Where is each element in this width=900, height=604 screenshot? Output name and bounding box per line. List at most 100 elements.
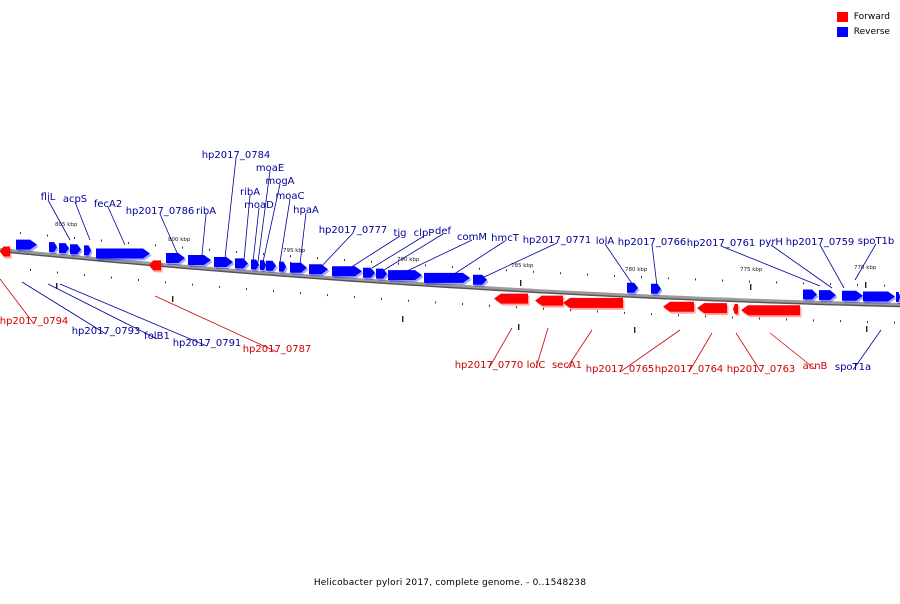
reverse-gene-hp2017-0761-label: hp2017_0761 — [687, 238, 756, 249]
reverse-gene-18 — [376, 269, 389, 281]
tick-dot — [651, 313, 652, 315]
scale-label: 805 kbp — [55, 222, 78, 228]
reverse-gene-17 — [363, 268, 377, 280]
legend-label-forward: Forward — [854, 12, 890, 22]
major-tick — [172, 296, 173, 302]
reverse-gene-21 — [473, 275, 489, 287]
reverse-gene-comm-label: comM — [457, 232, 487, 243]
legend-item-forward: Forward — [837, 9, 890, 24]
reverse-gene-6 — [166, 253, 187, 265]
reverse-gene-moae-label: moaE — [256, 163, 284, 174]
tick-dot — [614, 275, 615, 277]
tick-dot — [192, 284, 193, 286]
tick-dot — [624, 312, 625, 314]
reverse-gene-8 — [214, 257, 235, 269]
reverse-gene-hp2017-0784-label: hp2017_0784 — [202, 150, 271, 161]
tick-dot — [354, 296, 355, 298]
forward-gene-hp2017-0787-label: hp2017_0787 — [243, 344, 312, 355]
forward-gene-acnb-label: acnB — [803, 361, 828, 372]
reverse-gene-hpaa-label: hpaA — [293, 205, 319, 216]
tick-dot — [803, 282, 804, 284]
reverse-gene-flil-label: fliL — [41, 192, 56, 203]
tick-dot — [452, 266, 453, 268]
tick-dot — [74, 237, 75, 239]
reverse-gene-5 — [96, 249, 152, 261]
reverse-gene-hp2017-0771-label: hp2017_0771 — [523, 235, 592, 246]
reverse-gene-hp2017-0786-label: hp2017_0786 — [126, 206, 195, 217]
reverse-gene-hmct-leader — [448, 241, 505, 278]
forward-gene-4 — [563, 298, 625, 310]
reverse-gene-24 — [803, 290, 819, 302]
reverse-gene-comm-leader — [405, 240, 472, 272]
reverse-gene-riba-label: ribA — [240, 187, 260, 198]
reverse-gene-hmct-label: hmcT — [491, 233, 520, 244]
tick-dot — [641, 276, 642, 278]
forward-gene-2 — [494, 294, 530, 306]
tick-dot — [381, 298, 382, 300]
reverse-gene-riba-leader — [202, 214, 206, 255]
reverse-gene-13 — [279, 262, 288, 274]
reverse-gene-27 — [863, 291, 897, 303]
reverse-gene-26 — [842, 291, 865, 303]
reverse-gene-4 — [84, 245, 93, 257]
forward-gene-5 — [663, 302, 696, 314]
tick-dot — [435, 301, 436, 303]
forward-gene-hp2017-0794-label: hp2017_0794 — [0, 316, 68, 327]
reverse-gene-spot1b-leader — [855, 244, 876, 280]
reverse-gene-lola-leader — [605, 244, 635, 288]
reverse-gene-hp2017-0777-label: hp2017_0777 — [319, 225, 388, 236]
reverse-gene-hp2017-0759-label: hp2017_0759 — [786, 237, 855, 248]
tick-dot — [138, 279, 139, 281]
tick-dot — [425, 264, 426, 266]
reverse-gene-acps-label: acpS — [63, 194, 87, 205]
tick-dot — [749, 281, 750, 283]
tick-dot — [884, 285, 885, 287]
legend-item-reverse: Reverse — [837, 24, 890, 39]
tick-dot — [219, 286, 220, 288]
tick-dot — [317, 257, 318, 259]
reverse-gene-1 — [49, 242, 59, 254]
legend-label-reverse: Reverse — [854, 27, 890, 37]
reverse-gene-moad-leader — [253, 208, 259, 262]
reverse-gene-hp2017-0761-leader — [721, 246, 820, 286]
reverse-gene-feca2-label: fecA2 — [94, 199, 122, 210]
reverse-gene-flil-leader — [48, 200, 70, 240]
tick-dot — [722, 280, 723, 282]
tick-dot — [371, 261, 372, 263]
reverse-gene-hp2017-0766-leader — [652, 245, 657, 286]
reverse-gene-14 — [290, 263, 309, 275]
forward-gene-hp2017-0764-label: hp2017_0764 — [655, 364, 724, 375]
reverse-gene-spot1a-label: spoT1a — [835, 362, 871, 373]
reverse-gene-spot1b-label: spoT1b — [858, 236, 895, 247]
tick-dot — [408, 300, 409, 302]
tick-dot — [20, 232, 21, 234]
tick-dot — [570, 309, 571, 311]
tick-dot — [489, 305, 490, 307]
tick-dot — [830, 283, 831, 285]
major-tick — [865, 282, 866, 288]
major-tick — [750, 284, 751, 290]
tick-dot — [300, 292, 301, 294]
tick-dot — [587, 274, 588, 276]
tick-dot — [101, 240, 102, 242]
reverse-gene-lola-label: lolA — [596, 236, 615, 247]
scale-label: 775 kbp — [740, 267, 763, 273]
tick-dot — [47, 235, 48, 237]
genome-title: Helicobacter pylori 2017, complete genom… — [0, 578, 900, 588]
forward-gene-7 — [733, 304, 740, 316]
tick-dot — [128, 242, 129, 244]
reverse-swatch — [837, 27, 848, 37]
tick-dot — [344, 259, 345, 261]
reverse-gene-tig-label: tig — [393, 228, 406, 239]
tick-dot — [786, 318, 787, 320]
scale-label: 795 kbp — [283, 248, 306, 254]
tick-dot — [30, 269, 31, 271]
reverse-gene-hp2017-0777-leader — [320, 233, 353, 268]
scale-label: 785 kbp — [511, 263, 534, 269]
reverse-gene-hp2017-0791-label: hp2017_0791 — [173, 338, 242, 349]
reverse-gene-10 — [251, 259, 261, 271]
major-tick — [402, 316, 403, 322]
reverse-gene-tig-leader — [350, 236, 400, 268]
